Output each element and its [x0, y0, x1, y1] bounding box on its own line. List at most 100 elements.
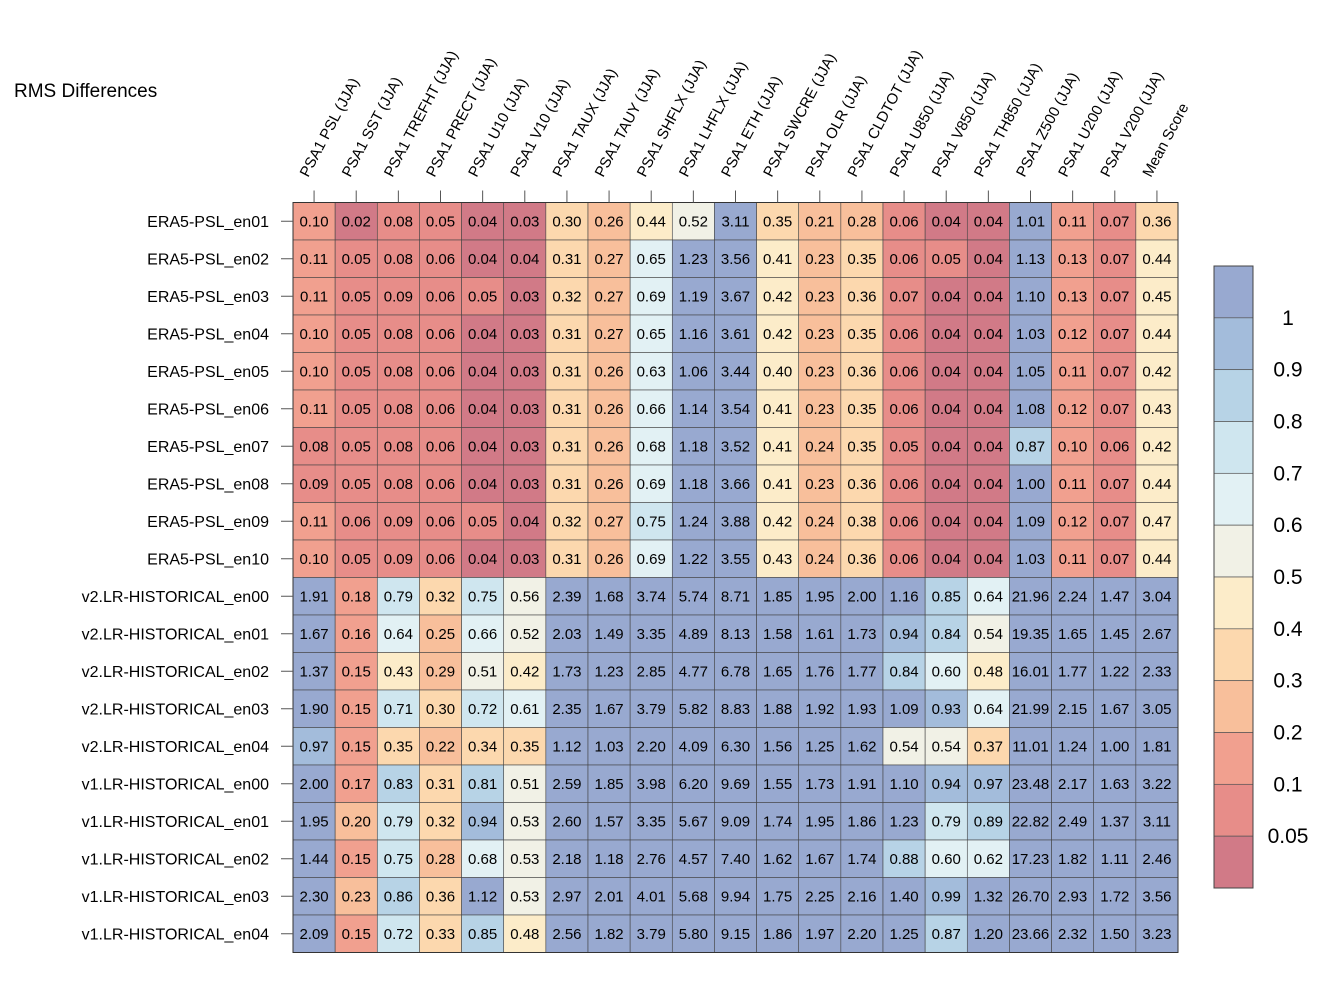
cell-value-label: 9.69 [721, 776, 750, 793]
heatmap-cell [334, 914, 378, 953]
cell-value-label: 0.12 [1058, 401, 1087, 418]
cell-value-label: 1.67 [299, 626, 328, 643]
cell-value-label: 1.82 [594, 926, 623, 943]
cell-value-label: 0.05 [342, 438, 371, 455]
cell-value-label: 2.85 [637, 663, 666, 680]
heatmap-cell [924, 614, 968, 653]
row-label: ERA5-PSL_en08 [147, 476, 269, 493]
heatmap-cell [882, 764, 926, 803]
heatmap-cell [503, 314, 547, 353]
heatmap-cell [419, 727, 462, 766]
cell-value-label: 0.53 [510, 888, 539, 905]
cell-value-label: 2.16 [847, 888, 876, 905]
cell-value-label: 1.24 [679, 513, 708, 530]
heatmap-cell [924, 802, 968, 841]
heatmap-cell [545, 352, 589, 391]
cell-value-label: 2.25 [805, 888, 834, 905]
cell-value-label: 1.14 [679, 401, 708, 418]
colorbar-legend: 1 0.9 0.8 0.7 0.6 0.5 0.4 0.3 0.2 0.1 0.05 [1213, 265, 1308, 889]
cell-value-label: 5.74 [679, 588, 708, 605]
cell-value-label: 0.99 [932, 888, 961, 905]
heatmap-cell [1009, 239, 1052, 278]
cell-value-label: 1.55 [763, 776, 792, 793]
heatmap-cell [334, 389, 378, 428]
cell-value-label: 0.68 [637, 438, 666, 455]
cell-value-label: 3.88 [721, 513, 750, 530]
heatmap-cell [629, 314, 673, 353]
heatmap-cell [798, 577, 842, 616]
cell-value-label: 0.85 [468, 926, 497, 943]
cell-value-label: 0.11 [300, 513, 328, 530]
cell-value-label: 0.48 [510, 926, 539, 943]
heatmap-cell [1051, 877, 1095, 916]
heatmap-cell [587, 427, 631, 466]
cell-value-label: 0.35 [847, 326, 876, 343]
cell-value-label: 1.74 [763, 813, 792, 830]
heatmap-cell [924, 239, 968, 278]
cell-value-label: 0.30 [552, 213, 581, 230]
colorbar-label: 0.3 [1273, 670, 1302, 693]
cell-value-label: 1.62 [847, 738, 876, 755]
cell-value-label: 1.25 [805, 738, 834, 755]
cell-value-label: 2.01 [594, 888, 623, 905]
cell-value-label: 0.97 [299, 738, 328, 755]
cell-value-label: 1.23 [889, 813, 918, 830]
cell-value-label: 0.87 [932, 926, 961, 943]
row-label: v2.LR-HISTORICAL_en03 [82, 701, 269, 718]
cell-value-label: 0.08 [384, 363, 413, 380]
cell-value-label: 0.11 [1059, 363, 1087, 380]
row-label: v1.LR-HISTORICAL_en03 [82, 889, 269, 906]
heatmap-cell [587, 539, 631, 578]
cell-value-label: 0.04 [932, 363, 961, 380]
heatmap-cell [1135, 914, 1179, 953]
cell-value-label: 0.08 [384, 401, 413, 418]
cell-value-label: 0.04 [468, 213, 497, 230]
heatmap-cell [756, 764, 800, 803]
cell-value-label: 2.60 [552, 813, 581, 830]
cell-value-label: 0.15 [342, 926, 371, 943]
heatmap-cell [587, 502, 631, 541]
heatmap-cell [503, 764, 547, 803]
cell-value-label: 3.22 [1142, 776, 1171, 793]
cell-value-label: 0.27 [594, 326, 623, 343]
cell-value-label: 0.94 [889, 626, 918, 643]
row-label: ERA5-PSL_en01 [147, 214, 269, 231]
heatmap-cell [1009, 539, 1052, 578]
heatmap-cell [924, 652, 968, 691]
heatmap-cell [1093, 802, 1137, 841]
colorbar-segment [1213, 472, 1254, 526]
cell-value-label: 0.07 [1100, 476, 1129, 493]
cell-value-label: 0.44 [1142, 326, 1171, 343]
heatmap-cell [461, 802, 505, 841]
colorbar-segment [1213, 680, 1254, 733]
cell-value-label: 0.05 [342, 401, 371, 418]
cell-value-label: 0.04 [468, 401, 497, 418]
cell-value-label: 2.17 [1058, 776, 1087, 793]
heatmap-cell [292, 202, 336, 241]
cell-value-label: 1.73 [552, 663, 581, 680]
heatmap-cell [545, 389, 589, 428]
cell-value-label: 0.06 [889, 251, 918, 268]
heatmap-cell [461, 689, 505, 728]
cell-value-label: 0.06 [1100, 438, 1129, 455]
row-label: v1.LR-HISTORICAL_en01 [82, 814, 269, 831]
cell-value-label: 0.06 [426, 401, 455, 418]
cell-value-label: 0.23 [805, 251, 834, 268]
heatmap-cell [1009, 764, 1052, 803]
cell-value-label: 2.03 [552, 626, 581, 643]
heatmap-cell [1009, 877, 1052, 916]
cell-value-label: 1.91 [299, 588, 328, 605]
heatmap-cell [756, 277, 800, 316]
cell-value-label: 1.57 [594, 813, 623, 830]
cell-value-label: 0.62 [974, 851, 1003, 868]
heatmap-cell [1009, 802, 1052, 841]
heatmap-cell [292, 464, 336, 503]
cell-value-label: 0.03 [510, 213, 539, 230]
cell-value-label: 0.18 [342, 588, 371, 605]
heatmap-cell [419, 314, 462, 353]
heatmap-cell [1009, 839, 1052, 878]
heatmap-cell [587, 727, 631, 766]
cell-value-label: 0.42 [1142, 438, 1171, 455]
cell-value-label: 0.36 [847, 476, 876, 493]
cell-value-label: 11.01 [1012, 738, 1048, 755]
